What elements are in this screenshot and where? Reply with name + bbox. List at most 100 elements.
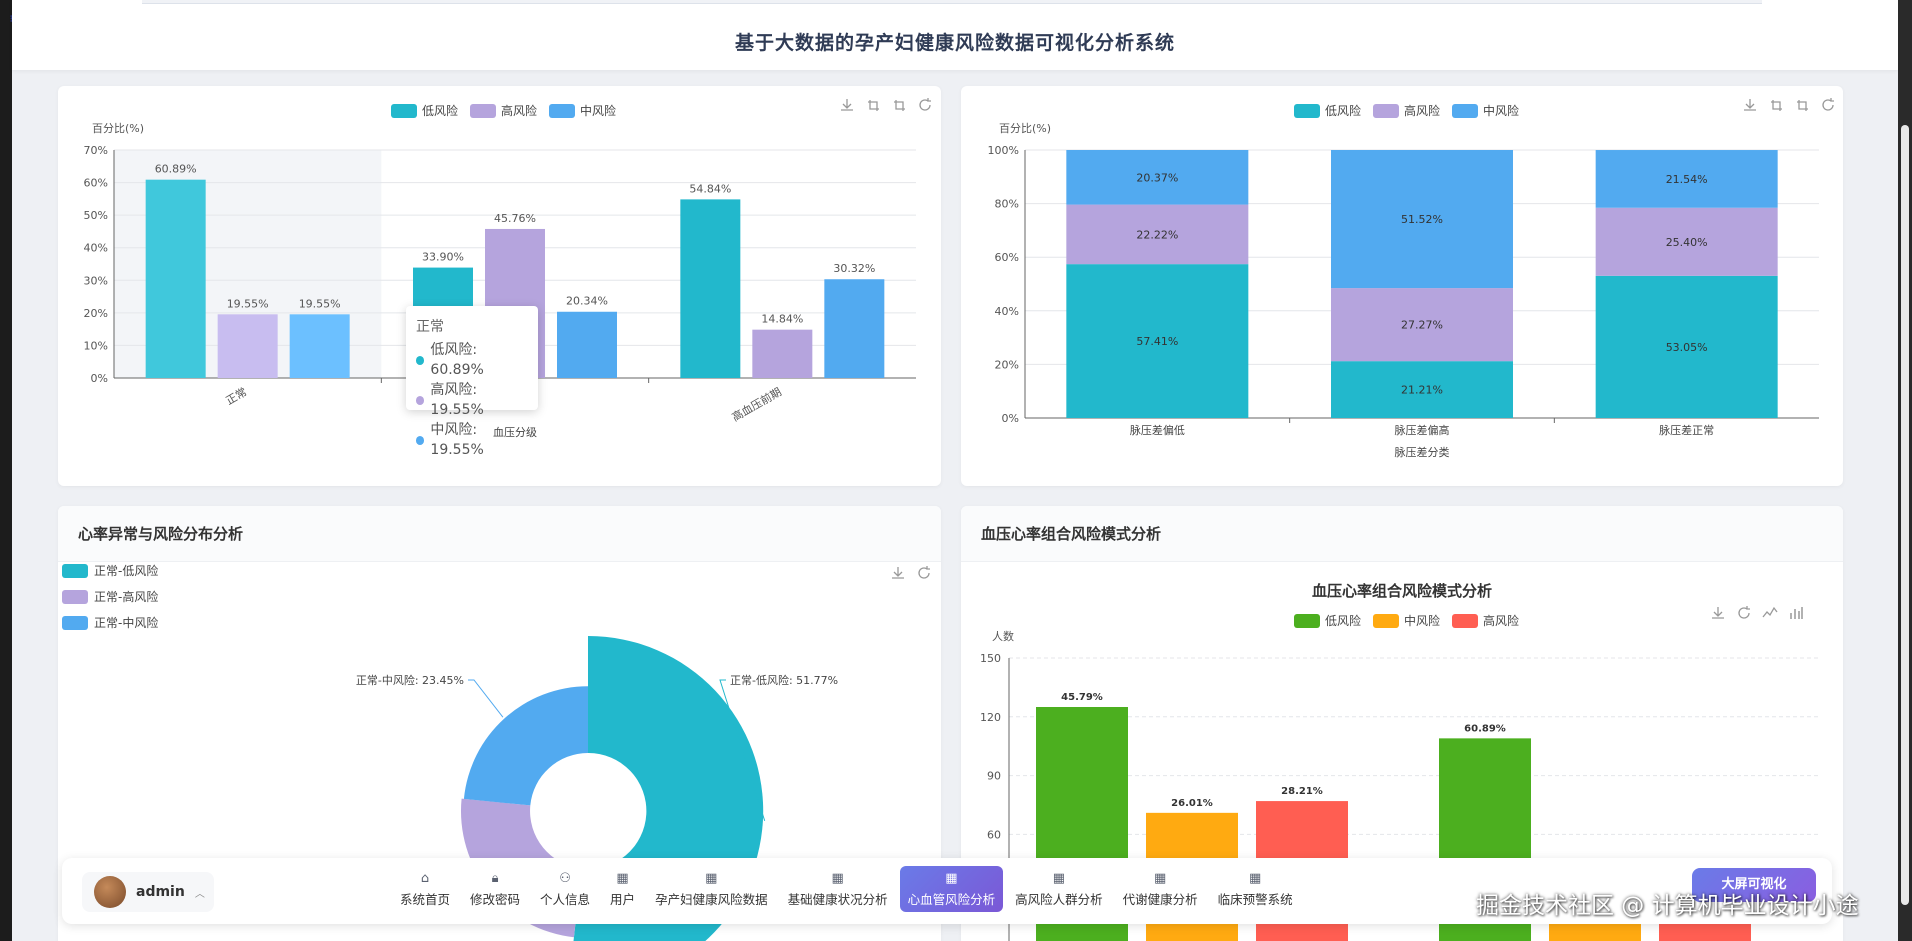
legend-normal-low[interactable]: 正常-低风险	[62, 562, 158, 579]
legend-low[interactable]: 低风险	[391, 102, 458, 119]
y-tick-label: 60%	[995, 251, 1019, 264]
y-tick-label: 120	[980, 711, 1001, 724]
nav-icon: ⌂	[420, 870, 430, 886]
data-label: 20.37%	[1136, 171, 1178, 184]
nav-icon: ▦	[1249, 870, 1262, 886]
bar	[752, 329, 813, 378]
bar-chart-icon[interactable]	[1787, 604, 1805, 622]
nav-item[interactable]: ▦ 代谢健康分析	[1115, 866, 1206, 912]
nav-icon: 🔒︎	[491, 870, 499, 886]
zoom-icon[interactable]	[1767, 96, 1785, 114]
nav-item[interactable]: ▦ 孕产妇健康风险数据	[647, 866, 776, 912]
x-tick-label: 高血压前期	[729, 384, 784, 424]
legend-high[interactable]: 高风险	[470, 102, 537, 119]
header-top-line	[142, 0, 1762, 4]
data-label: 25.40%	[1666, 236, 1708, 249]
data-label: 19.55%	[227, 297, 269, 310]
nav-item[interactable]: ▦ 用户	[602, 866, 643, 912]
x-axis-title: 脉压差分类	[1395, 445, 1450, 459]
nav-item[interactable]: ⚇ 个人信息	[532, 866, 598, 912]
y-tick-label: 60	[987, 828, 1001, 841]
legend-mid[interactable]: 中风险	[549, 102, 616, 119]
legend-high[interactable]: 高风险	[1452, 612, 1519, 629]
legend-mid[interactable]: 中风险	[1452, 102, 1519, 119]
chart-tooltip: 正常 低风险: 60.89% 高风险: 19.55% 中风险: 19.55%	[406, 306, 538, 458]
download-icon[interactable]	[1741, 96, 1759, 114]
data-label: 54.84%	[689, 182, 731, 195]
y-tick-label: 50%	[84, 209, 108, 222]
data-label: 51.52%	[1401, 213, 1443, 226]
refresh-icon[interactable]	[1735, 604, 1753, 622]
data-label: 45.76%	[494, 212, 536, 225]
chart-title: 血压心率组合风险模式分析	[1312, 582, 1492, 600]
download-icon[interactable]	[838, 96, 856, 114]
chart3-toolbox	[889, 564, 933, 582]
data-label: 53.05%	[1666, 341, 1708, 354]
chart2-legend: 低风险 高风险 中风险	[1294, 102, 1519, 119]
refresh-icon[interactable]	[916, 96, 934, 114]
bar-segment	[1066, 264, 1249, 418]
user-menu[interactable]: admin ︿	[82, 872, 214, 912]
data-label: 27.27%	[1401, 319, 1443, 332]
tooltip-row: 中风险: 19.55%	[416, 420, 528, 460]
data-label: 45.79%	[1061, 692, 1103, 703]
y-tick-label: 90	[987, 770, 1001, 783]
nav-item[interactable]: ▦ 高风险人群分析	[1007, 866, 1111, 912]
legend-low[interactable]: 低风险	[1294, 102, 1361, 119]
zoom-reset-icon[interactable]	[890, 96, 908, 114]
refresh-icon[interactable]	[1819, 96, 1837, 114]
y-tick-label: 20%	[84, 307, 108, 320]
data-label: 26.01%	[1171, 798, 1213, 809]
zoom-icon[interactable]	[864, 96, 882, 114]
bar	[289, 314, 350, 378]
nav-item[interactable]: 🔒︎ 修改密码	[462, 866, 528, 912]
tooltip-title: 正常	[416, 319, 444, 335]
data-label: 14.84%	[761, 313, 803, 326]
refresh-icon[interactable]	[915, 564, 933, 582]
tooltip-row: 高风险: 19.55%	[416, 380, 528, 420]
download-icon[interactable]	[889, 564, 907, 582]
card-bp-diff: 低风险 高风险 中风险 百分比(%) 0% 20% 40% 60% 80% 100% 57.4…	[961, 86, 1843, 486]
bar-segment	[1595, 207, 1778, 276]
user-name: admin	[136, 884, 185, 900]
line-chart-icon[interactable]	[1761, 604, 1779, 622]
big-screen-button[interactable]: 大屏可视化	[1692, 868, 1816, 902]
bar-segment	[1595, 150, 1778, 208]
legend-low[interactable]: 低风险	[1294, 612, 1361, 629]
y-tick-label: 40%	[995, 305, 1019, 318]
zoom-reset-icon[interactable]	[1793, 96, 1811, 114]
slice-label: 正常-中风险: 23.45%	[356, 673, 464, 687]
bar-segment	[1331, 361, 1513, 418]
legend-high[interactable]: 高风险	[1373, 102, 1440, 119]
y-tick-label: 40%	[84, 242, 108, 255]
nav-item[interactable]: ⌂ 系统首页	[392, 866, 458, 912]
x-tick-label: 脉压差偏高	[1395, 423, 1450, 437]
scrollbar-thumb[interactable]	[1901, 125, 1909, 905]
nav-item[interactable]: ▦ 基础健康状况分析	[780, 866, 896, 912]
card-title: 心率异常与风险分布分析	[58, 506, 941, 562]
tooltip-row: 低风险: 60.89%	[416, 340, 528, 380]
nav-icon: ▦	[1052, 870, 1066, 886]
y-axis-title: 百分比(%)	[92, 122, 144, 135]
data-label: 57.41%	[1136, 335, 1178, 348]
bottom-nav: admin ︿ ⌂ 系统首页 🔒︎ 修改密码 ⚇ 个人信息 ▦ 用户 ▦ 孕产妇健康风险数据 ▦ 基础…	[62, 858, 1832, 924]
chart3-legend: 正常-低风险 正常-高风险 正常-中风险	[62, 562, 158, 631]
nav-item[interactable]: ▦ 心血管风险分析	[899, 866, 1004, 912]
nav-item[interactable]: ▦ 临床预警系统	[1210, 866, 1301, 912]
download-icon[interactable]	[1709, 604, 1727, 622]
data-label: 28.21%	[1281, 786, 1323, 797]
legend-normal-mid[interactable]: 正常-中风险	[62, 614, 158, 631]
y-tick-label: 0%	[91, 372, 108, 385]
legend-mid[interactable]: 中风险	[1373, 612, 1440, 629]
legend-normal-high[interactable]: 正常-高风险	[62, 588, 158, 605]
nav-icon: ▦	[831, 870, 844, 886]
bar	[217, 314, 278, 378]
chart2-toolbox	[1741, 96, 1837, 114]
scrollbar[interactable]	[1898, 0, 1912, 941]
y-tick-label: 70%	[84, 144, 108, 157]
y-tick-label: 60%	[84, 177, 108, 190]
data-label: 33.90%	[422, 251, 464, 264]
bar-segment	[1066, 204, 1249, 265]
chart4-legend: 低风险 中风险 高风险	[1294, 612, 1519, 629]
